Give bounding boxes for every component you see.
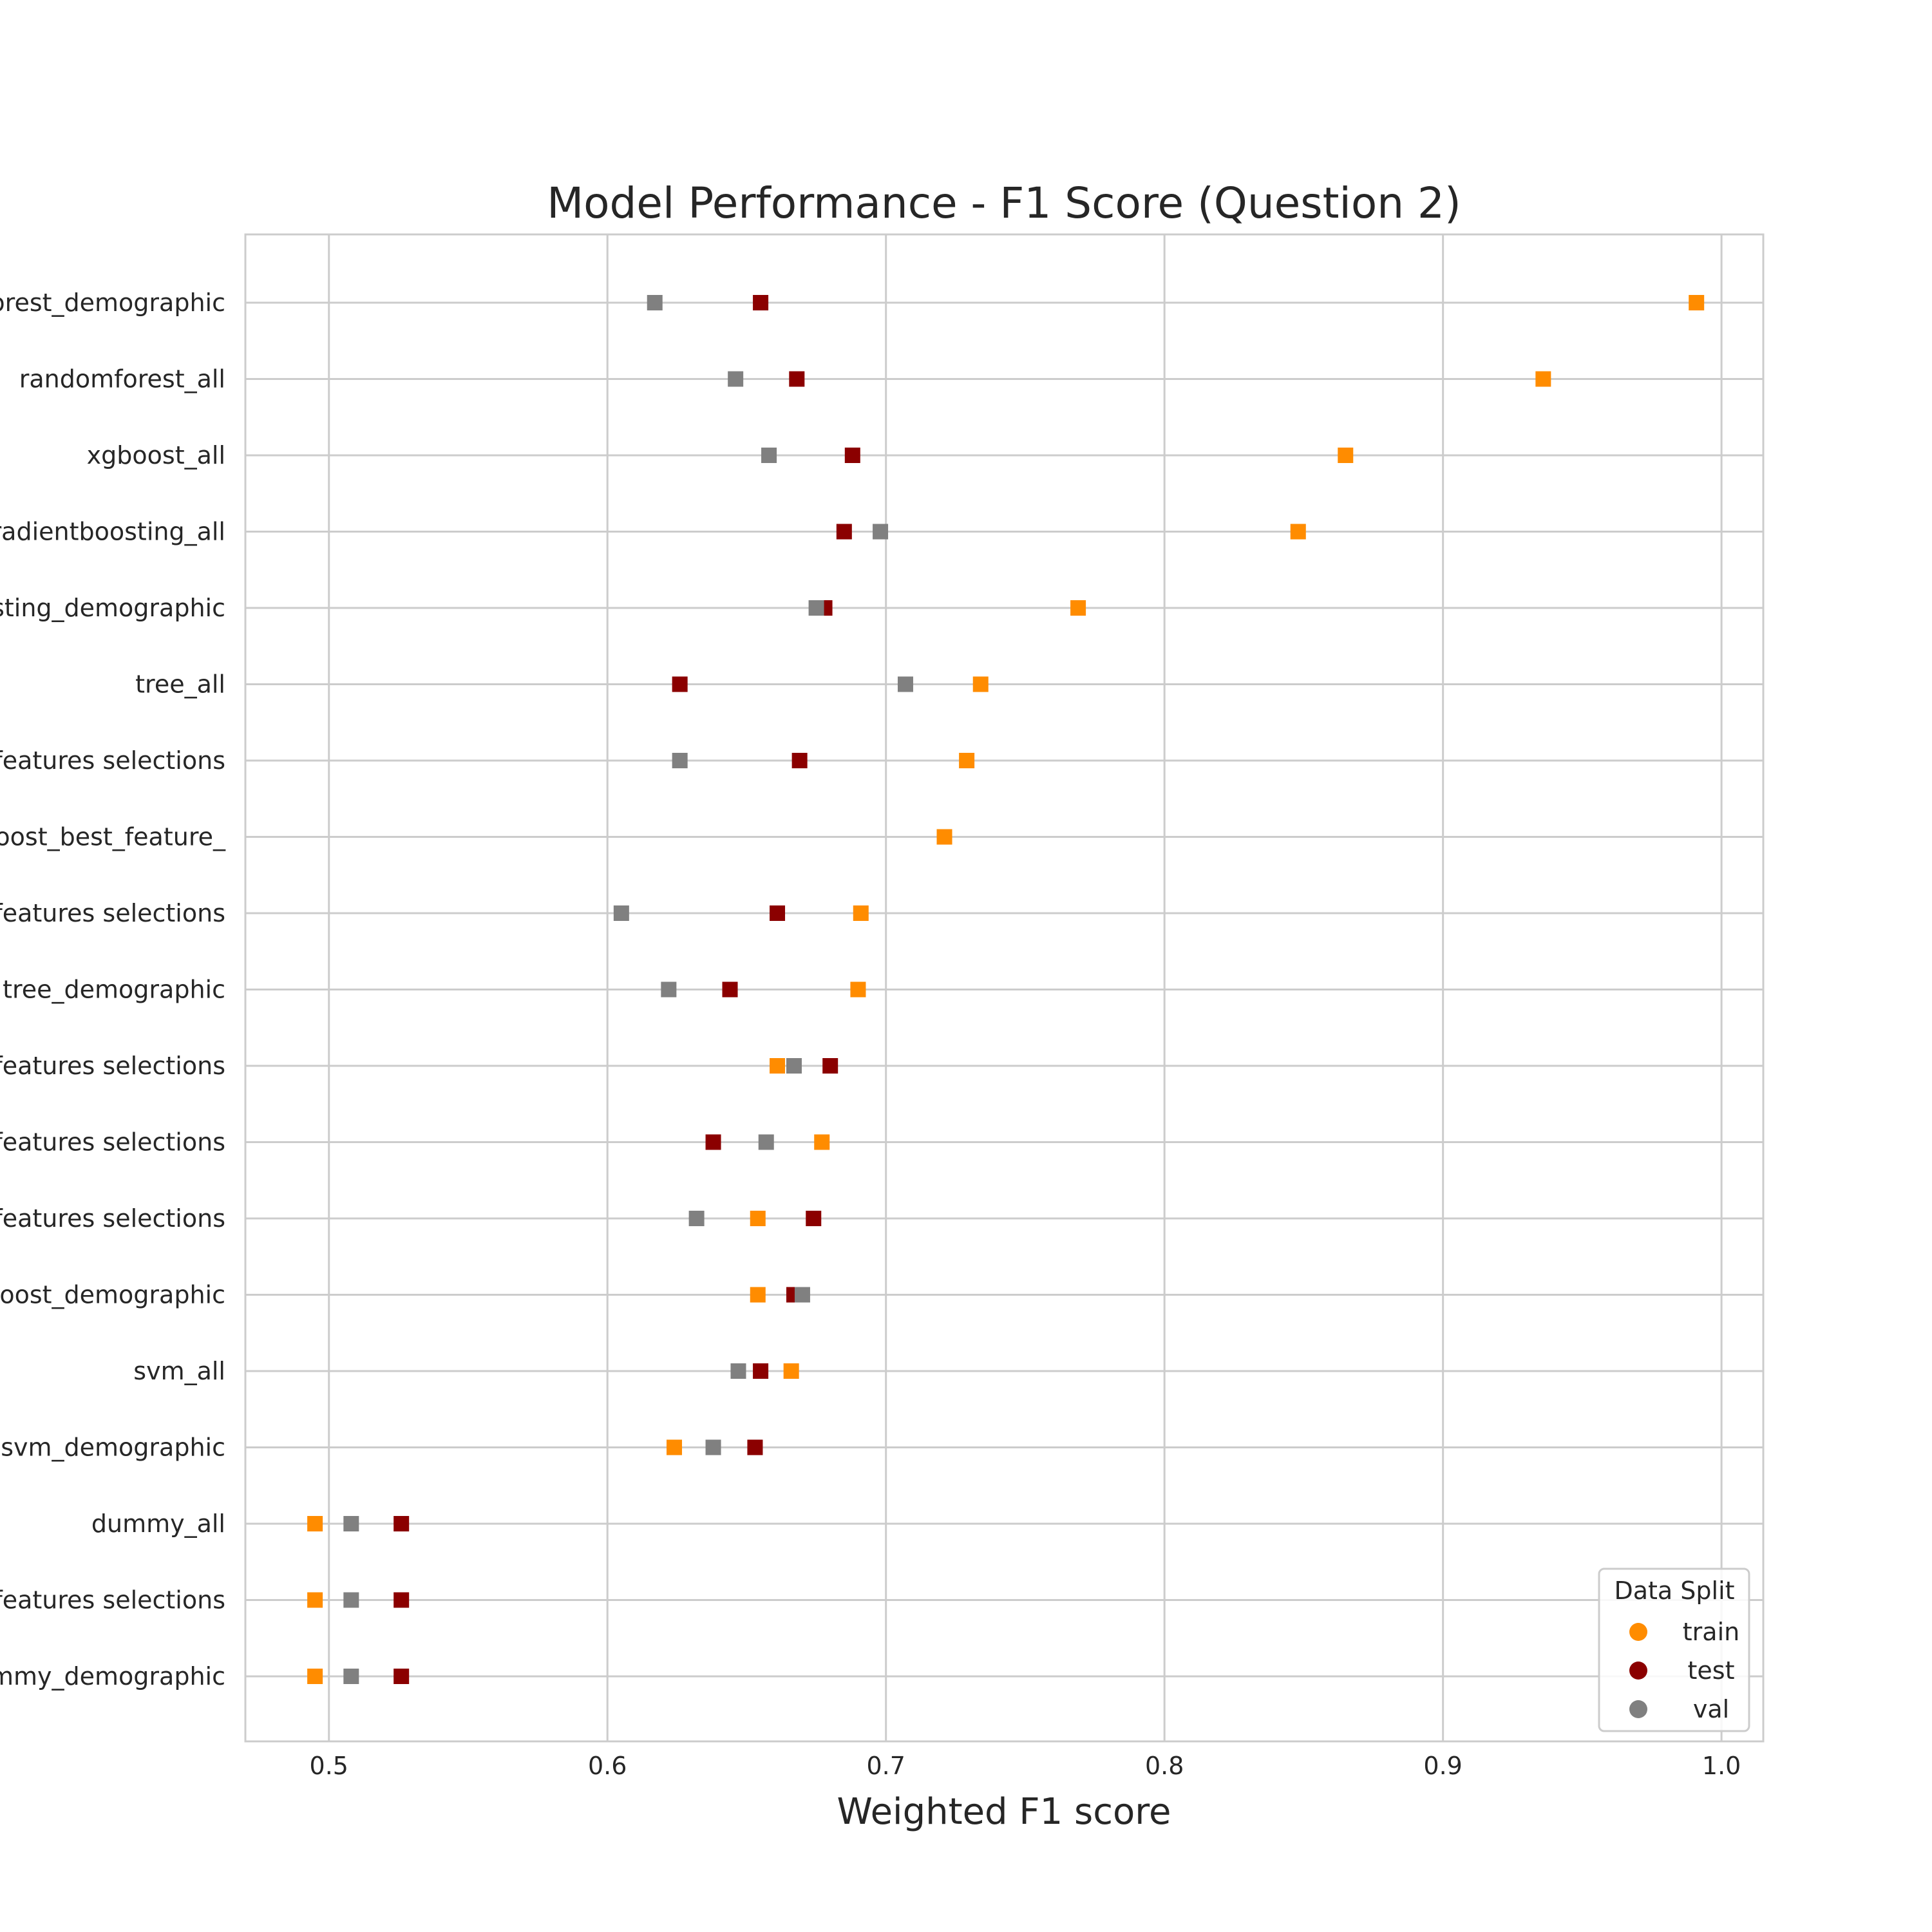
legend-marker-train	[1629, 1623, 1647, 1641]
data-point-val	[343, 1516, 359, 1531]
y-category-label: tree_demographic	[3, 976, 225, 1004]
y-category-label: boost_demographic	[0, 1281, 225, 1309]
legend: Data Split train test val	[1598, 1567, 1750, 1732]
data-point-train	[853, 905, 869, 921]
y-category-label: xgboost_all	[87, 441, 225, 469]
y-category-label: features selections	[0, 1128, 225, 1157]
chart-title: Model Performance - F1 Score (Question 2…	[547, 178, 1461, 228]
data-point-val	[343, 1669, 359, 1684]
data-point-test	[393, 1516, 410, 1531]
y-category-label: mmy_demographic	[0, 1662, 225, 1690]
data-point-test	[836, 524, 852, 540]
data-point-train	[750, 1287, 766, 1303]
legend-marker-val	[1629, 1700, 1647, 1718]
data-point-test	[822, 1058, 838, 1074]
x-tick-labels: 0.5 0.6 0.7 0.8 0.9 1.0	[310, 1752, 1741, 1780]
data-point-train	[814, 1134, 830, 1150]
data-point-train	[750, 1211, 766, 1226]
y-category-label: dummy_all	[91, 1510, 225, 1538]
data-point-val	[730, 1363, 746, 1379]
data-point-val	[705, 1439, 721, 1455]
data-point-test	[672, 676, 688, 692]
y-category-label: sting_demographic	[0, 594, 225, 622]
y-category-label: features selections	[0, 899, 225, 927]
data-point-test	[753, 1363, 769, 1379]
data-point-test	[393, 1669, 410, 1684]
data-point-val	[873, 524, 889, 540]
data-point-train	[307, 1592, 323, 1608]
legend-label-test: test	[1688, 1656, 1735, 1685]
legend-label-train: train	[1683, 1618, 1739, 1646]
data-point-train	[1070, 600, 1086, 616]
x-tick-label: 0.6	[588, 1752, 627, 1780]
y-category-label: svm_demographic	[1, 1434, 225, 1462]
data-point-train	[307, 1669, 323, 1684]
y-category-label: features selections	[0, 746, 225, 775]
y-category-labels: orest_demographic randomforest_allxgboost…	[0, 289, 226, 1690]
x-axis-label: Weighted F1 score	[837, 1791, 1171, 1833]
data-point-val	[613, 905, 629, 921]
y-category-label: randomforest_all	[19, 365, 225, 393]
data-point-train	[1689, 295, 1705, 310]
data-point-val	[758, 1134, 774, 1150]
grid-lines	[245, 234, 1763, 1741]
y-category-label: features selections	[0, 1204, 225, 1233]
data-point-val	[688, 1211, 705, 1226]
x-tick-label: 0.8	[1145, 1752, 1184, 1780]
x-tick-label: 1.0	[1702, 1752, 1741, 1780]
data-point-train	[1290, 524, 1306, 540]
data-point-test	[753, 295, 769, 310]
data-point-train	[959, 753, 975, 768]
data-point-val	[897, 676, 913, 692]
data-point-test	[747, 1439, 763, 1455]
legend-box	[1598, 1567, 1750, 1732]
y-category-label: features selections	[0, 1586, 225, 1615]
data-point-train	[1338, 448, 1354, 463]
data-point-train	[783, 1363, 799, 1379]
data-point-test	[806, 1211, 822, 1226]
data-point-test	[770, 905, 786, 921]
y-category-label: orest_demographic	[0, 289, 225, 317]
data-point-val	[343, 1592, 359, 1608]
data-point-test	[844, 448, 860, 463]
data-point-train	[667, 1439, 683, 1455]
legend-title: Data Split	[1614, 1577, 1734, 1605]
data-point-test	[789, 371, 805, 387]
data-point-train	[850, 981, 866, 998]
data-point-test	[705, 1134, 721, 1150]
data-point-train	[936, 829, 952, 845]
data-point-train	[770, 1058, 786, 1074]
y-category-label: tree_all	[135, 670, 225, 699]
y-category-label: svm_all	[133, 1357, 225, 1385]
data-point-val	[794, 1287, 810, 1303]
data-point-test	[791, 753, 808, 768]
data-point-val	[672, 753, 688, 768]
data-point-train	[307, 1516, 323, 1531]
data-point-test	[722, 981, 738, 998]
legend-items: train test val	[1629, 1618, 1739, 1723]
data-point-train	[1535, 371, 1551, 387]
data-point-val	[761, 448, 777, 463]
data-point-val	[647, 295, 663, 310]
data-point-train	[972, 676, 989, 692]
y-category-label: radientboosting_all	[0, 518, 225, 546]
legend-label-val: val	[1693, 1695, 1729, 1723]
y-category-label: features selections	[0, 1052, 225, 1080]
x-tick-label: 0.5	[310, 1752, 348, 1780]
x-tick-label: 0.9	[1423, 1752, 1462, 1780]
data-point-val	[808, 600, 824, 616]
data-point-test	[393, 1592, 410, 1608]
legend-marker-test	[1629, 1662, 1647, 1680]
data-points	[307, 295, 1705, 1684]
data-point-val	[786, 1058, 802, 1074]
data-point-val	[728, 371, 744, 387]
y-category-label: oost_best_feature_	[0, 823, 226, 851]
x-tick-label: 0.7	[866, 1752, 905, 1780]
plot-frame	[244, 233, 1765, 1743]
data-point-val	[661, 981, 677, 998]
